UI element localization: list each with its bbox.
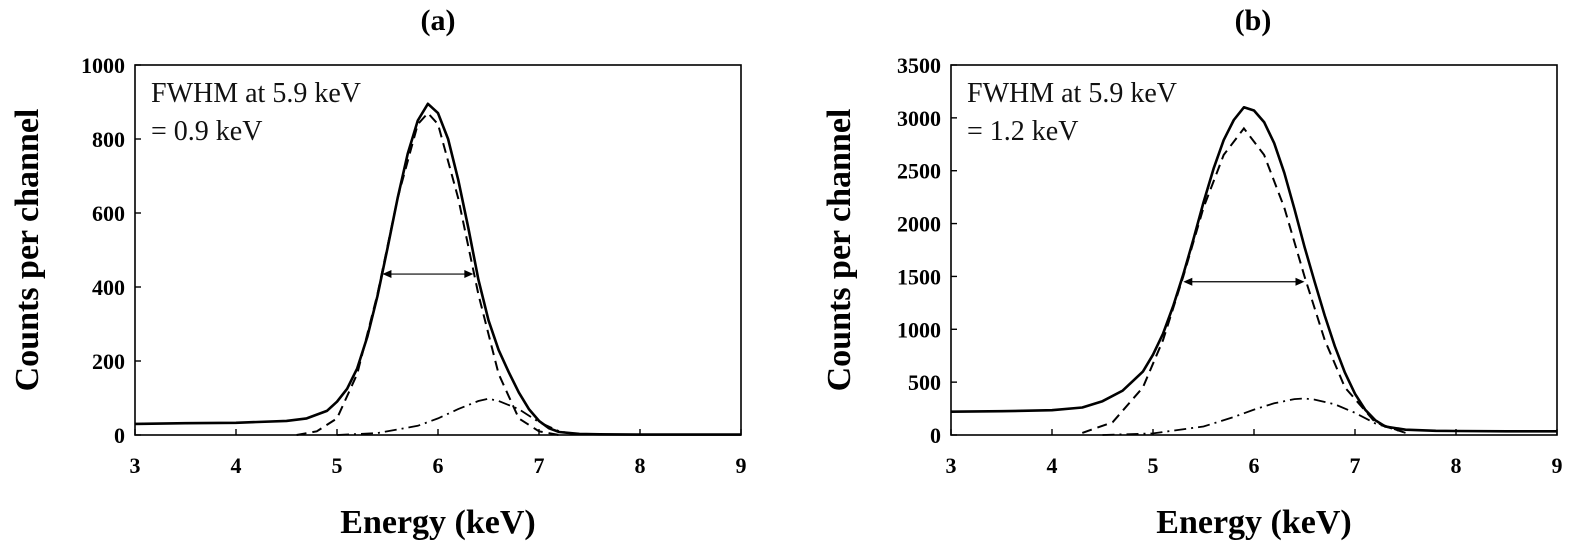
y-axis-title: Counts per channel [9,109,46,392]
x-axis-title: Energy (keV) [340,504,535,541]
fwhm-annotation-line: FWHM at 5.9 keV [151,78,361,109]
fwhm-arrowhead-right [464,270,474,279]
fwhm-annotation-line: = 0.9 keV [151,116,262,147]
x-tick-label: 6 [433,453,444,478]
y-tick-label: 200 [92,349,125,374]
y-tick-label: 3000 [897,106,941,131]
y-tick-label: 600 [92,201,125,226]
x-tick-label: 4 [1047,453,1058,478]
x-tick-label: 8 [635,453,646,478]
x-tick-label: 6 [1249,453,1260,478]
series-measured-line [134,102,741,436]
panel-a: (a) 3 4 5 6 7 8 9 0 200 400 600 800 1000 Energy (keV) C… [9,4,747,541]
x-axis-title: Energy (keV) [1156,504,1351,541]
x-tick-label: 7 [534,453,545,478]
panel-label: (b) [1235,4,1272,37]
y-tick-label: 0 [930,423,941,448]
x-tick-label: 3 [946,453,957,478]
y-axis-title: Counts per channel [821,109,858,392]
y-tick-label: 800 [92,127,125,152]
x-tick-label: 8 [1451,453,1462,478]
fwhm-arrowhead-left [1183,277,1193,286]
fwhm-annotation-line: = 1.2 keV [967,116,1078,147]
x-tick-label: 9 [736,453,747,478]
y-tick-label: 0 [114,423,125,448]
series-measured-line [950,106,1557,433]
panel-label: (a) [421,4,456,37]
fwhm-arrowhead-left [382,270,392,279]
y-tick-label: 2500 [897,159,941,184]
y-tick-label: 1500 [897,264,941,289]
y-tick-label: 1000 [81,53,125,78]
y-tick-label: 2000 [897,212,941,237]
x-tick-label: 5 [1148,453,1159,478]
series-dash-dot-line [336,397,580,436]
fwhm-arrowhead-right [1295,277,1305,286]
series-dash-dot-line [1102,397,1406,436]
x-tick-label: 9 [1552,453,1563,478]
y-tick-label: 3500 [897,53,941,78]
series-dashed-line [1081,126,1406,434]
x-tick-label: 3 [130,453,141,478]
y-tick-label: 500 [908,370,941,395]
x-tick-label: 4 [231,453,242,478]
fwhm-annotation-line: FWHM at 5.9 keV [967,78,1177,109]
x-tick-label: 5 [332,453,343,478]
y-tick-label: 400 [92,275,125,300]
x-tick-label: 7 [1350,453,1361,478]
y-tick-label: 1000 [897,317,941,342]
panel-b: (b) 3 4 5 6 7 8 9 0 500 1000 1500 2000 2500 3000 3500 En… [821,4,1563,541]
